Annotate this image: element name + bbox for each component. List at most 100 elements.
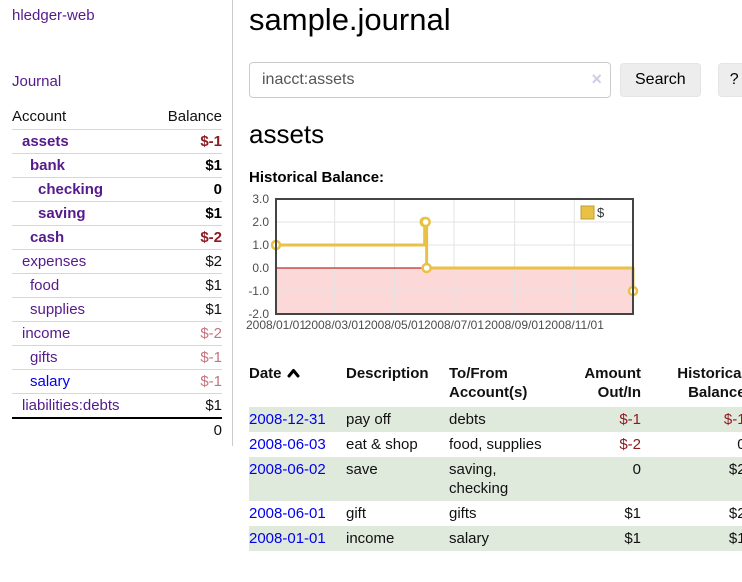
register-balance-cell: $-1 [723, 411, 742, 428]
svg-text:2008/01/01: 2008/01/01 [246, 318, 306, 332]
register-accounts-cell: gifts [449, 505, 477, 522]
account-row: bank $1 [12, 153, 222, 178]
svg-text:2008/11/01: 2008/11/01 [545, 318, 604, 332]
register-accounts-cell: salary [449, 530, 490, 547]
accounts-header-row: Account Balance [12, 105, 222, 130]
register-accounts-cell: debts [449, 411, 486, 428]
register-description-cell: income [346, 530, 395, 547]
account-link[interactable]: bank [30, 157, 66, 174]
account-balance: $1 [151, 201, 222, 226]
svg-text:3.0: 3.0 [252, 193, 269, 206]
register-description-cell: gift [346, 505, 367, 522]
register-amount-cell: 0 [632, 461, 641, 478]
register-col-accounts: To/From Account(s) [449, 365, 528, 401]
register-balance-cell: $1 [728, 530, 742, 547]
account-link[interactable]: income [22, 325, 71, 342]
account-link[interactable]: gifts [30, 349, 58, 366]
account-link[interactable]: expenses [22, 253, 87, 270]
register-accounts-cell: saving, checking [449, 461, 509, 497]
transaction-date-link[interactable]: 2008-12-31 [249, 411, 326, 428]
account-link[interactable]: saving [38, 205, 86, 222]
account-balance: $1 [151, 273, 222, 298]
account-link[interactable]: assets [22, 133, 69, 150]
account-row: assets $-1 [12, 129, 222, 154]
account-row: expenses $2 [12, 249, 222, 274]
account-link[interactable]: salary [30, 373, 71, 390]
svg-text:-2.0: -2.0 [248, 307, 269, 321]
chart-svg: $3.0 2.0 1.0 0.0 -1.0 -2.02008/01/012008/03/0… [246, 192, 639, 332]
account-link[interactable]: cash [30, 229, 65, 246]
register-date-cell: 2008-06-01 [249, 501, 346, 526]
sidebar-item-journal[interactable]: Journal [12, 73, 62, 90]
register-amount-cell: $1 [624, 505, 641, 522]
search-input[interactable] [249, 62, 611, 98]
account-row: cash $-2 [12, 225, 222, 250]
register-date-cell: 2008-06-03 [249, 432, 346, 457]
register-balance-cell: $2 [728, 461, 742, 478]
register-col-date[interactable]: Date [249, 362, 346, 407]
account-balance: $2 [151, 249, 222, 274]
account-balance: $-1 [151, 369, 222, 394]
page-title: sample.journal [249, 2, 451, 37]
account-balance: $-2 [151, 321, 222, 346]
account-row: checking 0 [12, 177, 222, 202]
svg-text:1.0: 1.0 [252, 238, 269, 252]
svg-text:$: $ [597, 205, 605, 220]
account-balance: $1 [151, 393, 222, 418]
accounts-col-balance: Balance [167, 108, 222, 125]
register-balance-cell: 0 [737, 436, 742, 453]
register-balance-cell: $2 [728, 505, 742, 522]
register-col-amount: Amount Out/In [584, 365, 641, 401]
account-balance: $1 [151, 297, 222, 322]
account-link[interactable]: checking [38, 181, 104, 198]
account-row: gifts $-1 [12, 345, 222, 370]
help-button[interactable]: ? [717, 63, 742, 97]
register-row[interactable]: 2008-12-31 pay off debts $-1 $-1 [249, 407, 742, 432]
svg-text:2.0: 2.0 [252, 215, 269, 229]
accounts-col-account: Account [12, 108, 67, 125]
account-link[interactable]: supplies [30, 301, 86, 318]
accounts-table: Account Balance assets $-1 bank $1 checking 0… [12, 105, 222, 442]
account-balance: $-2 [151, 225, 222, 250]
account-balance: 0 [151, 177, 222, 202]
svg-text:-1.0: -1.0 [248, 284, 269, 298]
register-row[interactable]: 2008-06-01 gift gifts $1 $2 [249, 501, 742, 526]
transaction-date-link[interactable]: 2008-06-01 [249, 505, 326, 522]
register-col-description: Description [346, 365, 429, 382]
clear-search-icon[interactable]: × [591, 69, 602, 89]
sort-ascending-icon [287, 364, 300, 383]
account-balance: $-1 [151, 129, 222, 154]
svg-text:2008/09/01: 2008/09/01 [485, 318, 545, 332]
register-accounts-cell: food, supplies [449, 436, 542, 453]
account-row: saving $1 [12, 201, 222, 226]
register-description-cell: pay off [346, 411, 391, 428]
account-row: supplies $1 [12, 297, 222, 322]
svg-text:0.0: 0.0 [252, 261, 269, 275]
svg-text:2008/07/01: 2008/07/01 [424, 318, 484, 332]
account-link[interactable]: food [30, 277, 60, 294]
search-input-wrap: × [249, 62, 611, 98]
transaction-date-link[interactable]: 2008-06-02 [249, 461, 326, 478]
register-row[interactable]: 2008-06-02 save saving, checking 0 $2 [249, 457, 742, 501]
app-layout: hledger-web Journal Account Balance asse… [0, 0, 742, 551]
transaction-date-link[interactable]: 2008-01-01 [249, 530, 326, 547]
account-balance: $-1 [151, 345, 222, 370]
app-title-link[interactable]: hledger-web [12, 7, 95, 24]
register-amount-cell: $1 [624, 530, 641, 547]
register-table: Date Description To/From Account(s) Amou… [249, 362, 742, 551]
account-row: salary $-1 [12, 369, 222, 394]
register-description-cell: save [346, 461, 378, 478]
register-row[interactable]: 2008-01-01 income salary $1 $1 [249, 526, 742, 551]
search-button[interactable]: Search [620, 63, 701, 97]
register-date-cell: 2008-12-31 [249, 407, 346, 432]
account-row: liabilities:debts $1 [12, 393, 222, 418]
register-col-balance: Historical Balance [677, 365, 742, 401]
account-link[interactable]: liabilities:debts [22, 397, 120, 414]
account-row: income $-2 [12, 321, 222, 346]
transaction-date-link[interactable]: 2008-06-03 [249, 436, 326, 453]
register-row[interactable]: 2008-06-03 eat & shop food, supplies $-2 0 [249, 432, 742, 457]
sidebar: hledger-web Journal Account Balance asse… [0, 0, 233, 446]
register-date-cell: 2008-01-01 [249, 526, 346, 551]
register-amount-cell: $-2 [619, 436, 641, 453]
historical-balance-chart: $3.0 2.0 1.0 0.0 -1.0 -2.0 2008/01/01 2008/03/0… [243, 192, 742, 340]
